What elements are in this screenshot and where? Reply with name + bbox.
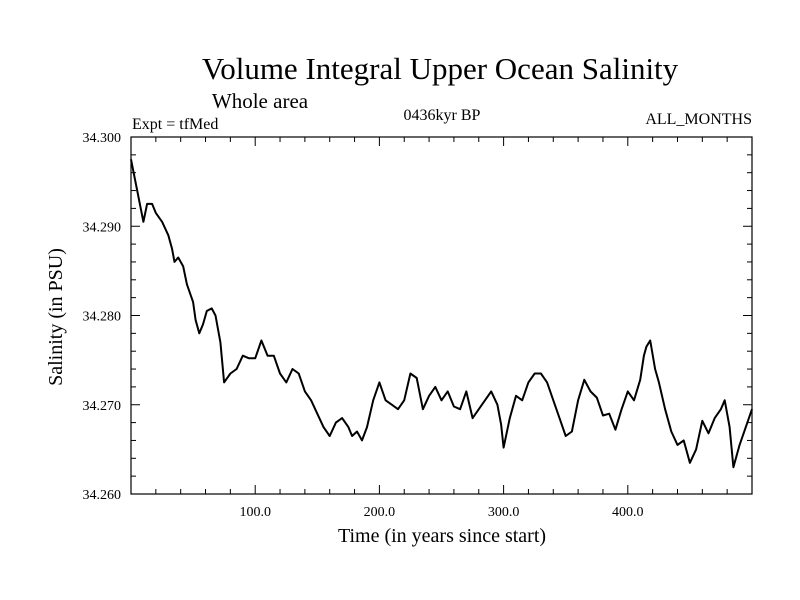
period-label: 0436kyr BP [404, 107, 481, 124]
y-axis-label: Salinity (in PSU) [45, 248, 67, 386]
x-tick-label: 200.0 [364, 505, 396, 520]
y-tick-label: 34.290 [83, 220, 122, 235]
salinity-series-line [130, 159, 753, 469]
experiment-label: Expt = tfMed [132, 116, 218, 133]
x-tick-label: 400.0 [612, 505, 644, 520]
x-tick-label: 100.0 [239, 505, 271, 520]
plot-frame [130, 136, 753, 495]
months-label: ALL_MONTHS [645, 111, 752, 128]
x-tick-label: 300.0 [488, 505, 520, 520]
y-tick-label: 34.280 [83, 310, 122, 325]
axis-tick-labels: 100.0 200.0 300.0 400.0 34.260 34.270 34.280 34… [83, 131, 644, 520]
series-layer [130, 159, 753, 469]
y-tick-label: 34.270 [83, 399, 122, 414]
chart-title: Volume Integral Upper Ocean Salinity [202, 51, 679, 86]
axis-ticks [131, 137, 752, 494]
x-axis-label: Time (in years since start) [338, 525, 546, 547]
chart-subtitle: Whole area [212, 89, 309, 113]
y-tick-label: 34.260 [83, 488, 122, 503]
y-tick-label: 34.300 [83, 131, 122, 146]
